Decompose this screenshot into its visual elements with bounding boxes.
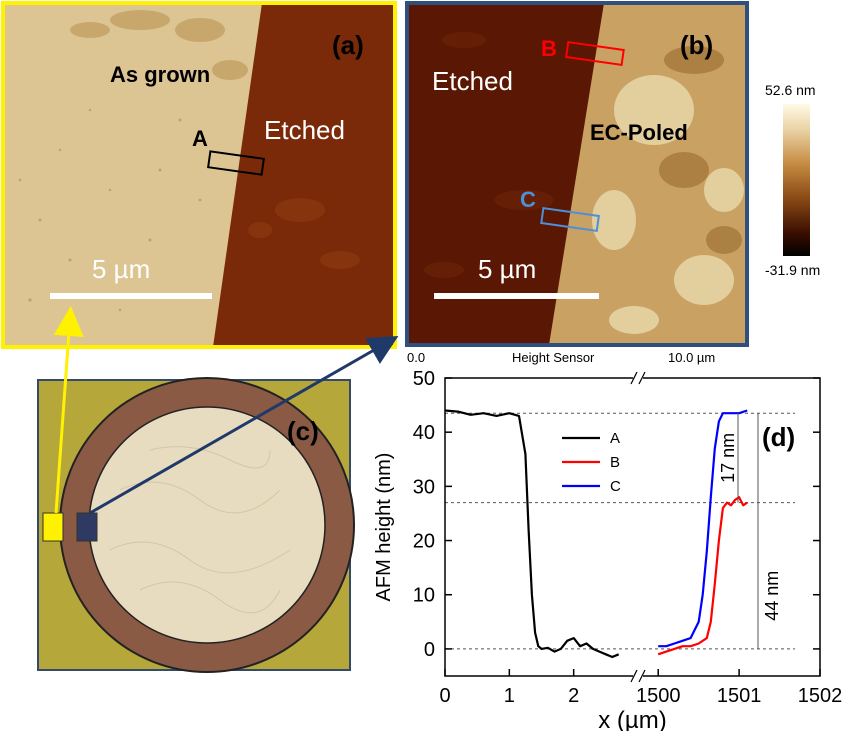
y-tick-label: 50	[413, 368, 435, 390]
panel-d-label: (d)	[762, 422, 795, 452]
series-line-b	[657, 496, 748, 656]
axis-break-mark	[630, 669, 638, 683]
x-tick-label: 1502	[798, 685, 843, 707]
chart-legend: ABC	[562, 430, 621, 495]
y-tick-label: 0	[424, 639, 435, 661]
x-tick-label: 1501	[717, 685, 762, 707]
x-tick-label: 1	[504, 685, 515, 707]
axis-break-gap	[633, 373, 643, 383]
panel-c-label: (c)	[287, 416, 319, 446]
series-line-c	[658, 409, 748, 648]
colorbar-min-label: -31.9 nm	[765, 262, 821, 278]
plot-frame	[444, 377, 821, 677]
annotation-17nm: 17 nm	[718, 433, 738, 483]
y-tick-label: 20	[413, 531, 435, 553]
axis-break-mark	[638, 669, 646, 683]
chart-series	[444, 409, 748, 659]
as-grown-label: As grown	[110, 62, 211, 87]
y-tick-label: 10	[413, 585, 435, 607]
x-tick-label: 0	[439, 685, 450, 707]
legend-label-b: B	[610, 454, 620, 471]
box-a-label: A	[192, 126, 208, 151]
scale-label-b: 5 µm	[478, 254, 537, 284]
x-tick-label: 2	[568, 685, 579, 707]
panel-c	[37, 377, 355, 673]
chart-panel-d: 0 10 20 30 40 50 0 1 2 1500 1501 1502 x (µm) AFM heig…	[373, 368, 842, 731]
panel-a-label: (a)	[332, 30, 364, 60]
series-line-a	[444, 409, 620, 659]
axis-break-gap	[633, 671, 643, 681]
chart-axes: 0 10 20 30 40 50 0 1 2 1500 1501 1502 x (µm) AFM heig…	[373, 368, 842, 731]
x-axis-label: x (µm)	[598, 707, 666, 731]
axis-end-b: 10.0 µm	[668, 350, 716, 365]
y-tick-label: 40	[413, 422, 435, 444]
annotation-44nm: 44 nm	[762, 571, 782, 621]
axis-break-mark	[638, 371, 646, 385]
scale-label-a: 5 µm	[92, 254, 151, 284]
region-box-b	[565, 41, 625, 66]
colorbar-max-label: 52.6 nm	[765, 82, 816, 98]
chart-annotations: 17 nm 44 nm (d)	[718, 413, 795, 649]
legend-label-a: A	[610, 430, 620, 447]
box-c-label: C	[520, 187, 536, 212]
x-tick-label: 1500	[636, 685, 681, 707]
region-box-a	[207, 150, 265, 176]
axis-start-b: 0.0	[407, 350, 426, 365]
panel-b	[405, 1, 749, 347]
panel-a	[1, 1, 397, 349]
y-axis-label: AFM height (nm)	[373, 453, 395, 602]
axis-break-mark	[630, 371, 638, 385]
scale-bar-b	[434, 293, 599, 299]
reference-lines	[445, 412, 795, 650]
location-marker-a	[42, 512, 64, 542]
location-marker-b	[76, 512, 98, 542]
ec-poled-label: EC-Poled	[590, 120, 688, 145]
box-b-label: B	[541, 36, 557, 61]
axis-title-b: Height Sensor	[512, 350, 595, 365]
etched-label-b: Etched	[432, 66, 513, 96]
region-box-c	[540, 207, 600, 232]
etched-label-a: Etched	[264, 115, 345, 145]
panel-b-label: (b)	[680, 30, 714, 60]
legend-label-c: C	[610, 478, 621, 495]
scale-bar-a	[50, 293, 212, 299]
colorbar	[783, 104, 810, 256]
y-tick-label: 30	[413, 476, 435, 498]
